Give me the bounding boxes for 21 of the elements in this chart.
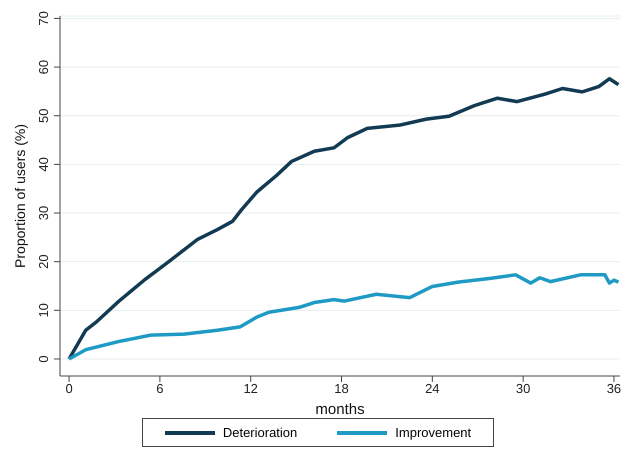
x-tick-label: 18 bbox=[334, 381, 349, 396]
x-tick-label: 12 bbox=[243, 381, 258, 396]
y-tick-label: 40 bbox=[36, 157, 51, 172]
x-tick-label: 24 bbox=[425, 381, 440, 396]
y-axis-title: Proportion of users (%) bbox=[12, 124, 28, 268]
line-series bbox=[67, 77, 620, 361]
y-tick-label: 0 bbox=[36, 355, 51, 363]
y-tick-label: 10 bbox=[36, 303, 51, 318]
x-tick-label: 36 bbox=[606, 381, 622, 396]
y-tick-label: 20 bbox=[36, 254, 51, 269]
y-tick-label: 60 bbox=[36, 60, 51, 74]
y-tick-label: 30 bbox=[36, 206, 51, 220]
y-tick-label: 50 bbox=[36, 108, 51, 123]
legend-label: Deterioration bbox=[222, 425, 298, 440]
x-tick-label: 30 bbox=[516, 381, 530, 396]
line-series bbox=[67, 273, 620, 361]
y-tick-label: 70 bbox=[36, 11, 51, 26]
x-tick-label: 6 bbox=[156, 381, 164, 396]
x-tick-label: 0 bbox=[65, 381, 73, 396]
x-axis-title: months bbox=[315, 401, 365, 418]
legend-label: Improvement bbox=[395, 425, 472, 440]
